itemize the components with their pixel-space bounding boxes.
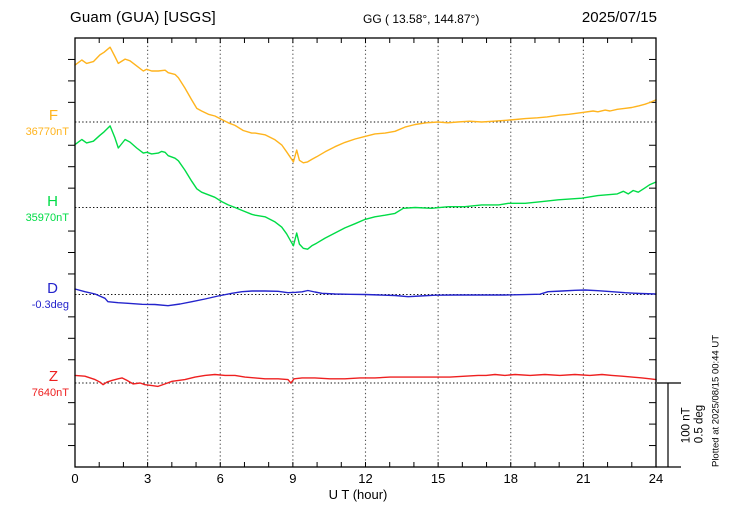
plot-date: 2025/07/15: [581, 9, 657, 26]
scalebar-nt-text: 100 nT: [680, 407, 693, 444]
channel-label-D: D: [47, 279, 58, 297]
x-axis-title: U T (hour): [328, 487, 388, 502]
scalebar-deg-text: 0.5 deg: [693, 404, 705, 444]
plot-title: Guam (GUA) [USGS]: [70, 9, 216, 26]
channel-baseline-value-D: -0.3deg: [31, 298, 69, 311]
channel-baseline-value-F: 36770nT: [25, 126, 69, 138]
channel-label-H: H: [47, 192, 58, 210]
scalebar-label: 100 nT 0.5 deg: [681, 405, 706, 443]
channel-baseline-value-H: 35970nT: [25, 211, 69, 224]
channel-label-Z: Z: [48, 368, 58, 385]
x-tick-label-3: 3: [144, 471, 152, 486]
channel-baseline-value-Z: 7640nT: [31, 387, 69, 399]
x-tick-label-9: 9: [289, 471, 297, 486]
plot-border: [74, 37, 657, 468]
x-tick-label-12: 12: [358, 471, 373, 486]
x-tick-label-15: 15: [430, 471, 446, 486]
x-tick-label-18: 18: [503, 471, 518, 486]
x-tick-label-6: 6: [216, 471, 224, 486]
trace-Z: [74, 373, 657, 388]
trace-H: [74, 125, 657, 250]
x-tick-label-24: 24: [648, 471, 664, 486]
x-tick-label-21: 21: [576, 471, 591, 486]
trace-D: [74, 288, 657, 307]
plot-timestamp-note: Plotted at 2025/08/15 00:44 UT: [710, 334, 722, 468]
channel-label-F: F: [48, 107, 58, 124]
trace-F: [74, 46, 657, 164]
observatory-coords: GG ( 13.58°, 144.87°): [363, 12, 480, 26]
x-tick-label-0: 0: [71, 471, 79, 486]
